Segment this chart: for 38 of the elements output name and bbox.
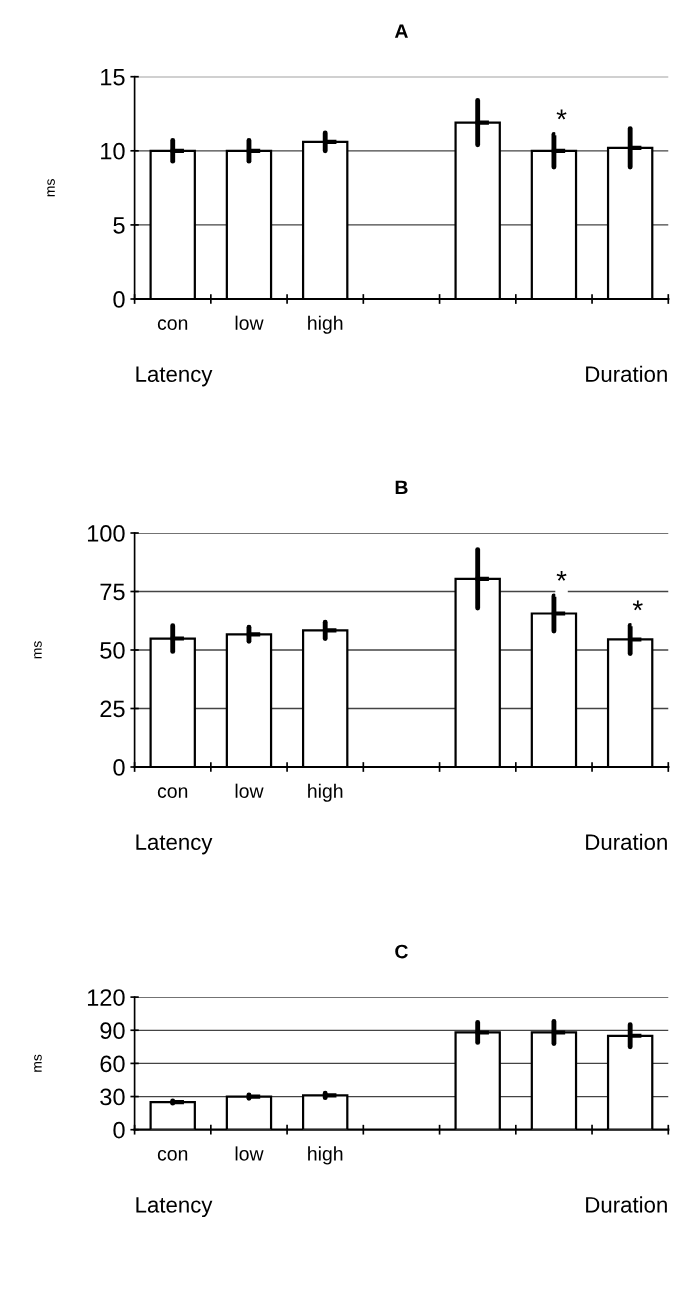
x-tick-label: high [308, 315, 343, 334]
data-label: * [556, 571, 567, 581]
y-tick-label: 75 [100, 583, 125, 601]
text: Latency [136, 834, 213, 855]
y-tick-label: 0 [113, 1121, 125, 1139]
text: Duration [586, 833, 667, 850]
x-tick-label: high [308, 783, 343, 802]
y-tick-label: 0 [113, 291, 125, 308]
y-tick-label: 5 [113, 217, 125, 234]
chart-title: C [395, 944, 408, 959]
y-tick-label: 120 [87, 989, 125, 1006]
text: Latency [136, 366, 213, 387]
y-tick-label: 25 [100, 700, 125, 718]
y-axis-title: ms [34, 1054, 42, 1072]
x-tick-label: low [235, 783, 264, 798]
x-tick-label: low [235, 1146, 264, 1161]
text: Latency [136, 1197, 213, 1218]
y-tick-label: 0 [113, 759, 125, 776]
text: Duration [586, 365, 667, 382]
x-tick-label: con [157, 319, 188, 330]
y-tick-label: 10 [101, 142, 125, 160]
x-tick-label: low [235, 315, 264, 330]
text: Duration [586, 1196, 667, 1213]
x-tick-label: high [308, 1146, 343, 1165]
y-tick-label: 15 [101, 69, 125, 86]
chart-title: B [395, 480, 408, 495]
y-tick-label: 100 [87, 525, 125, 542]
y-tick-label: 50 [100, 642, 125, 659]
y-axis-title: ms [47, 179, 55, 197]
x-tick-label: con [157, 1149, 188, 1161]
y-axis-title: ms [34, 641, 42, 659]
y-tick-label: 30 [100, 1088, 125, 1106]
data-label: * [556, 109, 567, 120]
x-tick-label: con [157, 787, 188, 798]
y-tick-label: 90 [100, 1022, 125, 1040]
data-label: * [632, 600, 643, 611]
chart-title: A [394, 24, 408, 38]
y-tick-label: 60 [100, 1055, 125, 1073]
